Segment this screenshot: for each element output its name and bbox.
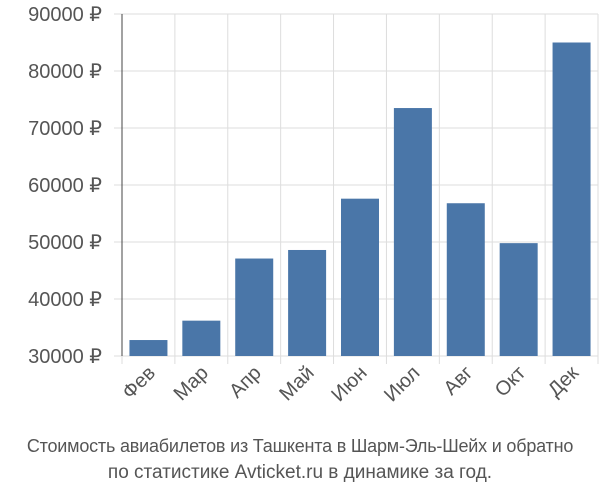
y-tick-label: 60000 ₽ bbox=[28, 175, 102, 197]
y-tick-label: 30000 ₽ bbox=[28, 346, 102, 368]
grid bbox=[114, 13, 599, 364]
x-tick-label: Апр bbox=[225, 362, 266, 403]
x-tick-label: Мар bbox=[170, 362, 213, 405]
y-tick-label: 80000 ₽ bbox=[28, 61, 102, 83]
bar bbox=[235, 258, 274, 356]
caption-line-2: по статистике Avticket.ru в динамике за … bbox=[107, 462, 493, 483]
bar bbox=[446, 203, 485, 356]
x-tick-label: Фев bbox=[118, 362, 160, 404]
x-tick-labels: Фев Мар Апр Май Июн Июл Авг Окт Дек bbox=[118, 362, 583, 406]
x-tick-label: Июн bbox=[327, 362, 371, 406]
bar bbox=[552, 42, 591, 356]
y-tick-label: 50000 ₽ bbox=[28, 232, 102, 254]
caption-line-1: Стоимость авиабилетов из Ташкента в Шарм… bbox=[26, 436, 574, 456]
bar bbox=[393, 108, 432, 356]
x-tick-label: Авг bbox=[440, 362, 478, 400]
y-tick-labels: 30000 ₽ 40000 ₽ 50000 ₽ 60000 ₽ 70000 ₽ 80000… bbox=[28, 4, 102, 368]
y-tick-label: 70000 ₽ bbox=[28, 118, 102, 140]
bars bbox=[129, 42, 591, 356]
bar bbox=[129, 340, 168, 356]
bar-chart: 30000 ₽ 40000 ₽ 50000 ₽ 60000 ₽ 70000 ₽ 80000… bbox=[28, 4, 599, 406]
bar bbox=[288, 249, 327, 356]
y-tick-label: 90000 ₽ bbox=[28, 4, 102, 26]
x-tick-label: Май bbox=[275, 362, 318, 405]
x-tick-label: Окт bbox=[491, 362, 530, 401]
y-tick-label: 40000 ₽ bbox=[28, 289, 102, 311]
x-tick-label: Июл bbox=[380, 362, 424, 406]
bar bbox=[341, 198, 379, 356]
x-tick-label: Дек bbox=[544, 362, 583, 401]
bar bbox=[182, 320, 221, 356]
bar bbox=[499, 243, 538, 356]
